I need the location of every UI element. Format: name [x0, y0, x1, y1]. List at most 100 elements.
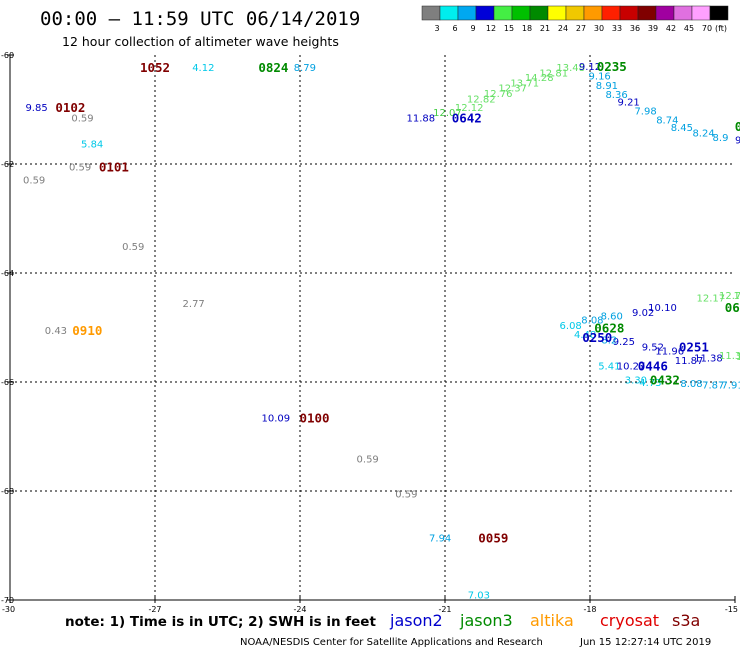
color-scale-swatch [709, 5, 729, 21]
wave-height-value: 0.43 [45, 326, 67, 337]
wave-height-value: 8.74 [656, 115, 678, 126]
pass-time-label: 0250 [582, 330, 612, 345]
y-tick-label: -64 [1, 269, 14, 278]
wave-height-value: 10.27 [617, 362, 646, 373]
wave-height-value: 12.12 [455, 103, 484, 114]
color-scale-swatch [583, 5, 603, 21]
wave-height-value: 12.7 [719, 291, 740, 302]
color-scale-label: 24 [558, 24, 568, 33]
wave-height-value: 4.73 [639, 378, 661, 389]
wave-height-value: 11.87 [675, 356, 704, 367]
y-axis-ticks: -60 -62 -64 -66 -68 -70 [1, 51, 14, 605]
wave-height-value: 8.79 [294, 63, 316, 74]
wave-height-value: 9. [735, 135, 740, 146]
wave-height-value: 5.41 [598, 362, 620, 373]
color-scale-swatch [637, 5, 657, 21]
legend-entry-cryosat: cryosat [600, 611, 659, 630]
wave-height-value: 8.2 [601, 335, 617, 346]
pass-time-label: 0446 [638, 359, 668, 374]
wave-height-value: 11.88 [407, 114, 436, 125]
wave-height-value: 5.84 [81, 139, 103, 150]
wave-height-value: 9.85 [25, 103, 47, 114]
x-tick-label: -30 [2, 605, 15, 614]
wave-height-value: 6.08 [560, 321, 582, 332]
color-scale-label: 15 [504, 24, 514, 33]
wave-height-value: 9.12 [579, 62, 601, 73]
x-tick-label: -27 [148, 605, 161, 614]
plot-axes [9, 55, 735, 601]
color-scale-swatch [421, 5, 441, 21]
wave-height-value: 8.91 [596, 81, 618, 92]
wave-height-value: 0.59 [69, 163, 91, 174]
wave-height-value: 0.59 [71, 114, 93, 125]
pass-time-label: 0642 [452, 111, 482, 126]
x-tick-label: -21 [438, 605, 451, 614]
pass-time-label: 0100 [299, 410, 329, 425]
wave-height-value: 12.82 [467, 95, 496, 106]
pass-time-label: 0629 [725, 300, 740, 315]
wave-height-value: 13.71 [510, 78, 539, 89]
pass-time-label: 0251 [679, 340, 709, 355]
color-scale-label: 36 [630, 24, 640, 33]
wave-height-value: 12.07 [433, 108, 462, 119]
x-tick-label: -24 [293, 605, 306, 614]
wave-height-value: 13.3 [734, 291, 740, 302]
satellite-legend: jason2 jason3 altika cryosat s3a [389, 611, 700, 630]
wave-height-value: 9.16 [589, 72, 611, 83]
wave-height-value: 4.48 [574, 330, 596, 341]
color-scale-swatch [691, 5, 711, 21]
color-scale-swatch [529, 5, 549, 21]
wave-height-value: 14.28 [525, 73, 554, 84]
color-scale-swatch [457, 5, 477, 21]
wave-height-value: 12.37 [498, 84, 527, 95]
color-scale-swatch [565, 5, 585, 21]
wave-height-value: 9.52 [642, 343, 664, 354]
wave-height-value: 0.59 [23, 175, 45, 186]
wave-height-value: 8.9 [713, 133, 729, 144]
color-scale-swatch [511, 5, 531, 21]
wave-height-labels: 4.12 8.79 9.85 0.59 5.84 0.59 0.59 0.59 2.77 0.43… [23, 59, 740, 602]
color-scale-label: 18 [522, 24, 532, 33]
wave-height-value: 8.24 [692, 128, 714, 139]
credit-line: NOAA/NESDIS Center for Satellite Applica… [240, 637, 543, 648]
pass-time-label: 0824 [258, 60, 288, 75]
wave-height-value: 13.48 [556, 63, 585, 74]
generated-timestamp: Jun 15 12:27:14 UTC 2019 [579, 637, 711, 648]
color-scale-swatch [475, 5, 495, 21]
x-tick-label: -18 [583, 605, 596, 614]
color-scale-bar: 3 6 9 12 15 18 21 24 27 30 33 36 39 42 45 70 [421, 5, 729, 33]
wave-height-value: 3.30 [625, 375, 647, 386]
pass-time-label: 0101 [99, 160, 129, 175]
color-scale-swatch [439, 5, 459, 21]
color-scale-label: 21 [540, 24, 550, 33]
wave-height-value: 8.36 [605, 90, 627, 101]
wave-height-value: 12.7 [736, 352, 740, 363]
wave-height-value: 7.91 [721, 381, 740, 392]
plot-grid [10, 55, 735, 600]
pass-time-label: 0102 [55, 100, 85, 115]
legend-entry-jason3: jason3 [459, 611, 513, 630]
color-scale-label: 27 [576, 24, 586, 33]
color-scale-label: 39 [648, 24, 658, 33]
color-scale-label: 33 [612, 24, 622, 33]
wave-height-value: 7.03 [468, 591, 490, 602]
pass-time-label: 0059 [478, 530, 508, 545]
wave-height-value: 8.45 [671, 123, 693, 134]
wave-height-value: 0.59 [357, 454, 379, 465]
color-scale-swatch [493, 5, 513, 21]
wave-height-value: 9.25 [613, 337, 635, 348]
color-scale-swatch [655, 5, 675, 21]
color-scale-label: 70 [702, 24, 712, 33]
y-tick-label: -62 [1, 160, 14, 169]
wave-height-value: 12.17 [697, 294, 726, 305]
wave-height-value: 4.12 [192, 63, 214, 74]
wave-height-value: 10.09 [262, 413, 291, 424]
pass-time-label: 1052 [140, 60, 170, 75]
color-scale-swatch [673, 5, 693, 21]
color-scale-label: 45 [684, 24, 694, 33]
pass-time-label: 0235 [597, 59, 627, 74]
chart-title: 00:00 – 11:59 UTC 06/14/2019 [40, 8, 360, 30]
chart-subtitle: 12 hour collection of altimeter wave hei… [62, 34, 339, 49]
legend-entry-s3a: s3a [672, 611, 700, 630]
